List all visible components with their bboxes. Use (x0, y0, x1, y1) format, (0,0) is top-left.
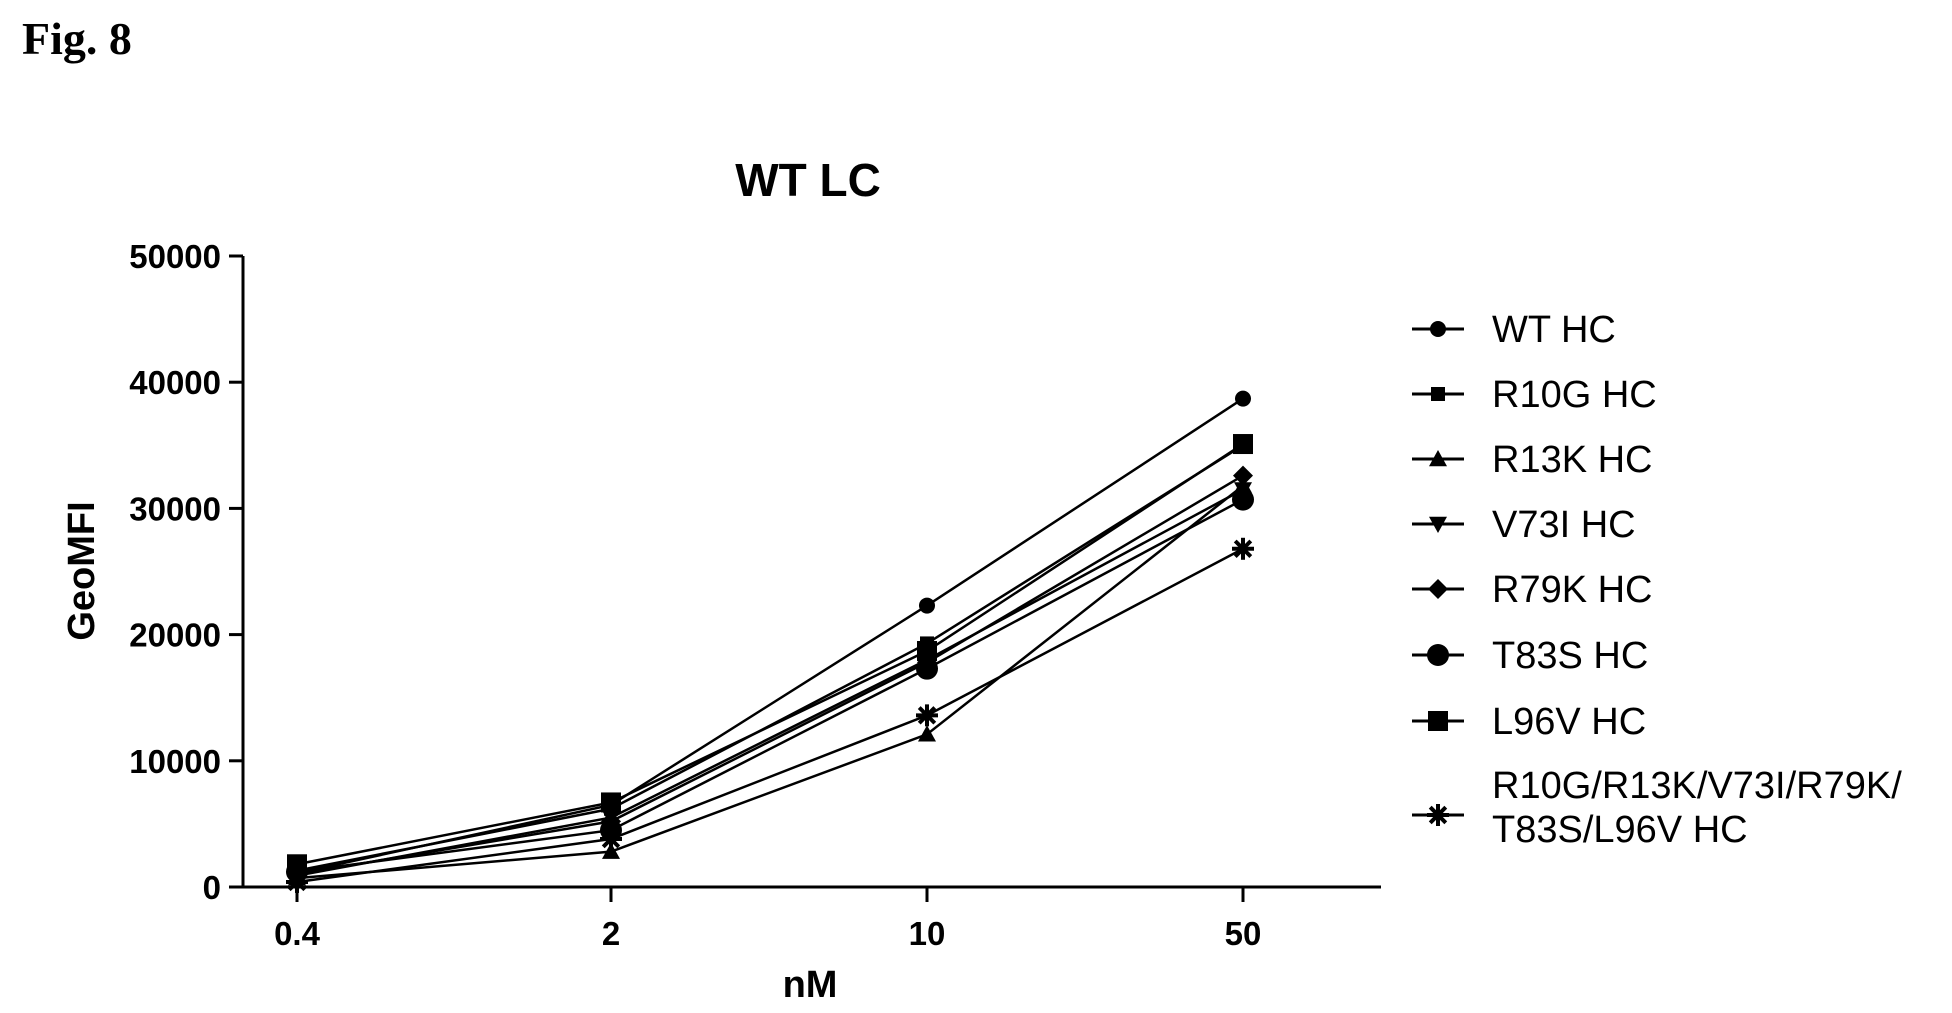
legend-marker (1431, 387, 1445, 401)
y-tick-label: 50000 (129, 238, 221, 275)
series-markers (286, 390, 1254, 893)
legend: WT HC R10G HC R13K HC V73I HC R79K HC T83S HC… (1412, 309, 1902, 851)
x-axis-label: nM (783, 964, 838, 1006)
x-tick-label: 50 (1225, 915, 1262, 952)
series-line (296, 474, 1244, 876)
series-line (296, 488, 1244, 877)
x-tick-label: 10 (909, 915, 946, 952)
legend-marker (1429, 516, 1447, 533)
data-point-marker (916, 704, 938, 727)
y-tick-label: 20000 (129, 617, 221, 654)
y-tick-label: 40000 (129, 364, 221, 401)
data-point-marker (1235, 390, 1251, 407)
series-line (296, 547, 1244, 884)
legend-label: T83S HC (1492, 635, 1648, 677)
data-point-marker (917, 641, 937, 662)
x-tick-label: 0.4 (274, 915, 321, 952)
series-line (296, 484, 1244, 880)
legend-label: WT HC (1492, 309, 1616, 351)
data-point-marker (1232, 488, 1254, 511)
y-tick-label: 0 (203, 869, 221, 906)
data-point-marker (602, 842, 620, 859)
data-point-marker (286, 870, 308, 893)
y-ticks: 0 10000 20000 30000 40000 50000 (129, 238, 243, 906)
chart-title: WT LC (735, 154, 881, 206)
legend-marker (1428, 579, 1448, 599)
legend-label: L96V HC (1492, 701, 1646, 743)
legend-marker (1427, 644, 1449, 666)
legend-label: R79K HC (1492, 569, 1653, 611)
data-point-marker (1233, 465, 1253, 486)
x-tick-label: 2 (602, 915, 620, 952)
legend-marker (1429, 450, 1447, 467)
data-point-marker (287, 854, 307, 875)
series-line (296, 397, 1244, 875)
legend-marker (1427, 804, 1449, 826)
legend-label: R13K HC (1492, 439, 1653, 481)
legend-label: R10G HC (1492, 374, 1657, 416)
series-line (296, 442, 1244, 866)
legend-label: V73I HC (1492, 504, 1636, 546)
legend-label: R10G/R13K/V73I/R79K/T83S/L96V HC (1492, 765, 1902, 851)
data-point-marker (1233, 434, 1253, 455)
series-line (296, 498, 1244, 874)
data-point-marker (600, 828, 622, 851)
data-point-marker (601, 792, 621, 813)
data-point-marker (916, 657, 938, 680)
y-tick-label: 10000 (129, 743, 221, 780)
y-axis-label: GeoMFI (61, 501, 103, 640)
series-line (296, 444, 1244, 872)
data-point-marker (1232, 537, 1254, 560)
series-lines (296, 397, 1244, 884)
data-point-marker (919, 597, 935, 614)
legend-marker (1430, 321, 1446, 337)
data-point-marker (918, 725, 936, 742)
y-tick-label: 30000 (129, 490, 221, 527)
legend-marker (1428, 711, 1448, 731)
x-ticks: 0.4 2 10 50 (274, 887, 1261, 952)
figure-label: Fig. 8 (22, 13, 132, 64)
axes (241, 256, 1381, 889)
